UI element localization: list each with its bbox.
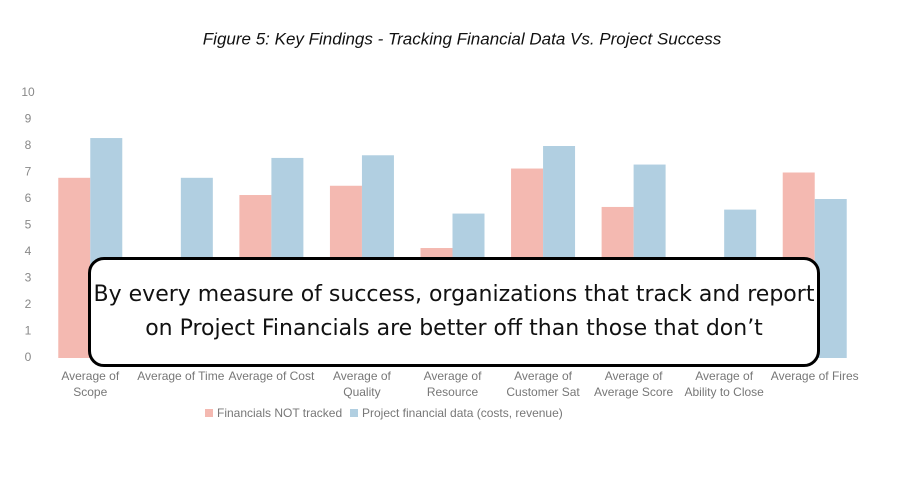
y-tick-label: 4 — [25, 244, 32, 258]
y-tick-label: 6 — [25, 191, 32, 205]
x-tick-label: Average of Average Score — [594, 369, 674, 399]
y-tick-label: 7 — [25, 165, 32, 179]
y-tick-label: 10 — [21, 85, 35, 99]
x-tick-label: Average of Quality — [333, 369, 391, 399]
y-tick-label: 3 — [25, 271, 32, 285]
legend-swatch — [205, 409, 213, 417]
x-tick-label: Average of Resource — [423, 369, 482, 399]
callout-line: By every measure of success, organizatio… — [93, 282, 815, 307]
legend-label: Project financial data (costs, revenue) — [362, 406, 563, 420]
bar — [814, 199, 847, 358]
legend-swatch — [350, 409, 358, 417]
x-tick-label: Average of Customer Sat — [506, 369, 580, 399]
callout: By every measure of success, organizatio… — [88, 257, 820, 367]
x-tick-label: Average of Ability to Close — [684, 369, 764, 399]
y-tick-label: 9 — [25, 112, 32, 126]
callout-line: on Project Financials are better off tha… — [145, 316, 763, 341]
x-tick-label: Average of Cost — [228, 369, 315, 383]
bar — [58, 177, 91, 358]
chart-title: Figure 5: Key Findings - Tracking Financ… — [203, 29, 722, 48]
y-tick-label: 2 — [25, 297, 32, 311]
legend-label: Financials NOT tracked — [217, 406, 342, 420]
y-tick-label: 8 — [25, 138, 32, 152]
x-tick-label: Average of Scope — [61, 369, 120, 399]
x-tick-label: Average of Fires — [770, 369, 859, 383]
y-tick-label: 5 — [25, 218, 32, 232]
x-tick-label: Average of Time — [137, 369, 225, 383]
y-tick-label: 0 — [25, 350, 32, 364]
y-tick-label: 1 — [25, 324, 32, 338]
